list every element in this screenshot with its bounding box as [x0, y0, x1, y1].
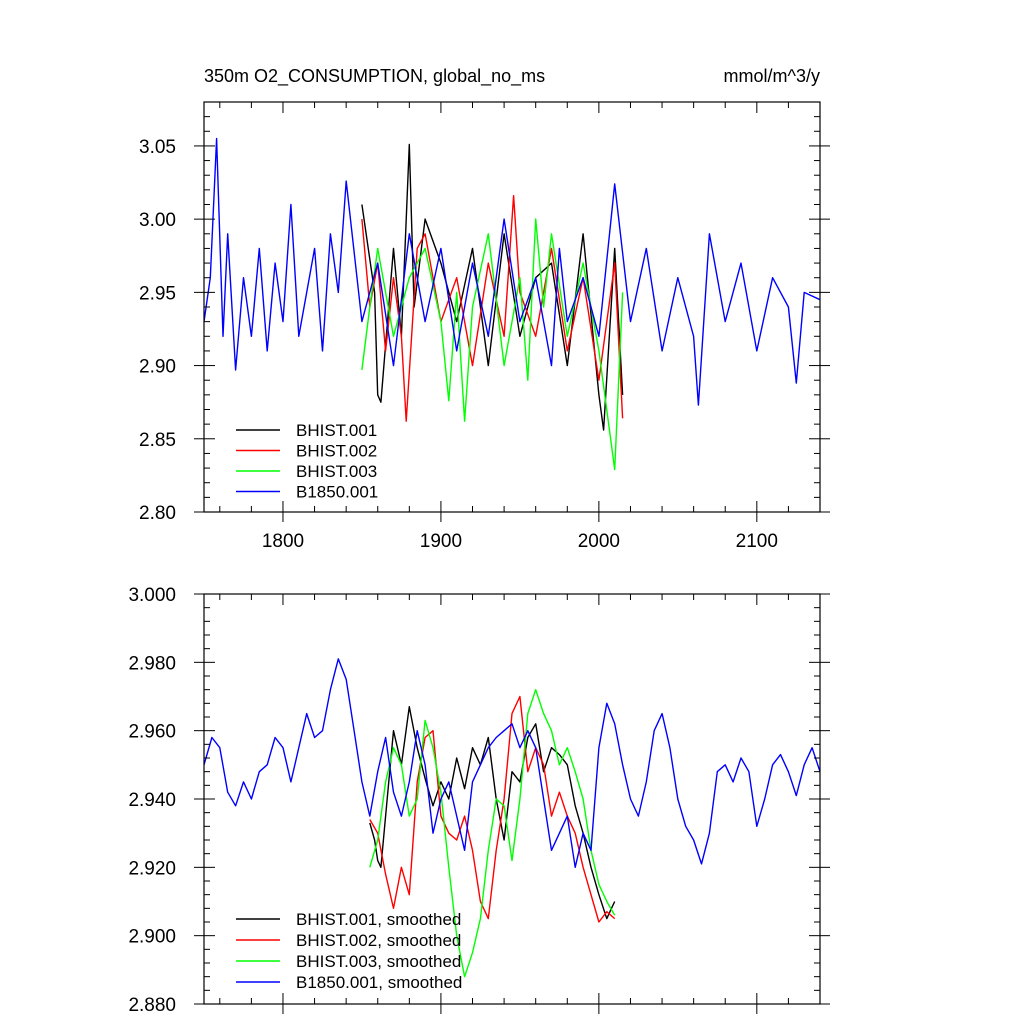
series-group: [204, 137, 820, 471]
legend-label: B1850.001, smoothed: [296, 973, 462, 992]
y-tick-label: 3.000: [128, 585, 176, 606]
y-tick-label: 3.05: [139, 137, 176, 158]
series-group: [204, 658, 820, 978]
y-tick-label: 2.960: [128, 722, 176, 743]
legend-label: BHIST.003: [296, 462, 377, 481]
x-tick-label: 2000: [578, 531, 620, 552]
legend-label: BHIST.003, smoothed: [296, 952, 461, 971]
series-line-bhist-002-smoothed: [369, 695, 616, 923]
chart-title: 350m O2_CONSUMPTION, global_no_ms: [204, 66, 545, 87]
series-line-b1850-001: [204, 137, 820, 406]
series-line-b1850-001-smoothed: [204, 658, 820, 868]
x-tick-label: 2100: [736, 531, 778, 552]
legend-label: B1850.001: [296, 483, 378, 502]
units-label: mmol/m^3/y: [724, 66, 820, 86]
top-panel: 1800 1900 2000 2100 2.80 2.85 2.90 2.95 3.00 3.05…: [139, 101, 830, 552]
x-tick-label: 1900: [420, 531, 462, 552]
series-line-bhist-001: [361, 143, 624, 431]
y-tick-label: 3.00: [139, 210, 176, 231]
y-tick-label: 2.80: [139, 503, 176, 524]
y-tick-label: 2.940: [128, 790, 176, 811]
y-tick-label: 2.980: [128, 653, 176, 674]
series-line-bhist-002: [361, 195, 624, 422]
y-tick-label: 2.920: [128, 858, 176, 879]
series-line-bhist-003: [361, 218, 624, 471]
legend-label: BHIST.002, smoothed: [296, 931, 461, 950]
y-tick-label: 2.880: [128, 995, 176, 1016]
series-line-bhist-001-smoothed: [369, 706, 616, 920]
legend-label: BHIST.002: [296, 442, 377, 461]
y-tick-label: 2.85: [139, 430, 176, 451]
series-line-bhist-003-smoothed: [369, 689, 616, 978]
x-tick-label: 1800: [262, 531, 304, 552]
y-tick-label: 2.90: [139, 357, 176, 378]
y-tick-label: 2.900: [128, 927, 176, 948]
legend-label: BHIST.001: [296, 421, 377, 440]
y-tick-label: 2.95: [139, 283, 176, 304]
bottom-panel: 2.880 2.900 2.920 2.940 2.960 2.980 3.000 BHIST…: [128, 585, 830, 1016]
legend-label: BHIST.001, smoothed: [296, 910, 461, 929]
